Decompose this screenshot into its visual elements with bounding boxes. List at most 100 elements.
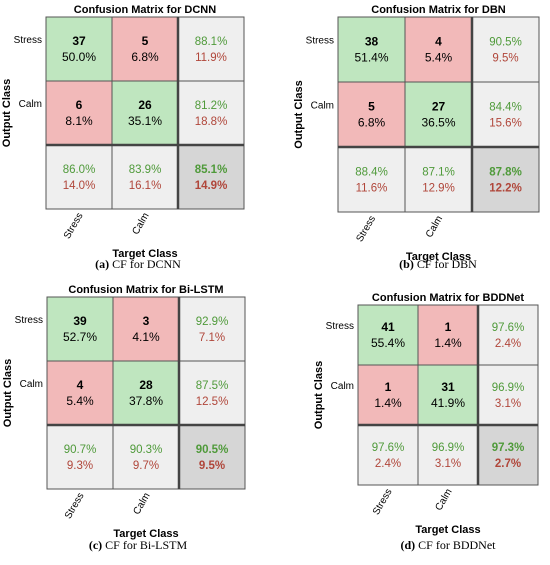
- x-axis-label: Target Class: [113, 528, 178, 540]
- cell-count: 38: [365, 35, 379, 49]
- summary-cell: [337, 146, 406, 213]
- matrix-cell: [404, 16, 473, 83]
- column-recall: 88.4%: [355, 167, 388, 179]
- matrix-cell: [46, 296, 114, 362]
- column-class-label: Stress: [354, 214, 378, 244]
- overall-accuracy: 87.8%: [489, 167, 522, 179]
- chart-title: Confusion Matrix for Bi-LSTM: [68, 284, 223, 296]
- column-recall: 96.9%: [432, 442, 465, 454]
- matrix-cell: [112, 360, 180, 426]
- summary-cell: [177, 80, 245, 146]
- cell-percent: 5.4%: [425, 51, 453, 65]
- summary-cell: [471, 16, 540, 83]
- chart-title: Confusion Matrix for DCNN: [74, 4, 216, 16]
- matrix-cell: [111, 80, 179, 146]
- overall-error: 12.2%: [489, 183, 522, 195]
- summary-cell: [417, 424, 479, 486]
- confusion-matrix-panel-2: Confusion Matrix for DBN 38 51.4% 4 5.4% 5 6.8…: [293, 4, 540, 271]
- cell-percent: 36.5%: [421, 116, 455, 130]
- figure-caption: (d) CF for BDDNet: [400, 538, 496, 552]
- overall-accuracy-cell: [177, 144, 245, 210]
- row-precision: 96.9%: [492, 382, 525, 394]
- row-error: 11.9%: [195, 52, 227, 64]
- column-recall: 86.0%: [63, 164, 96, 176]
- column-class-label: Stress: [371, 487, 395, 517]
- column-recall: 90.3%: [130, 444, 163, 456]
- matrix-cell: [417, 364, 479, 426]
- column-recall: 90.7%: [64, 444, 97, 456]
- row-error: 7.1%: [199, 332, 225, 344]
- column-recall: 83.9%: [129, 164, 162, 176]
- cell-percent: 37.8%: [129, 394, 163, 408]
- cell-percent: 51.4%: [354, 51, 388, 65]
- overall-accuracy-cell: [178, 424, 246, 490]
- cell-count: 41: [381, 320, 395, 334]
- matrix-cell: [111, 16, 179, 82]
- cell-percent: 6.8%: [131, 50, 159, 64]
- column-class-label: Calm: [424, 214, 445, 240]
- cell-percent: 6.8%: [358, 116, 386, 130]
- cell-percent: 41.9%: [431, 396, 465, 410]
- column-error: 9.7%: [133, 460, 159, 472]
- caption-label: (b): [399, 257, 414, 271]
- caption-text: CF for BDDNet: [418, 538, 496, 552]
- figure-caption: (a) CF for DCNN: [95, 257, 181, 271]
- cell-count: 37: [72, 34, 86, 48]
- overall-error: 2.7%: [495, 458, 521, 470]
- summary-cell: [471, 81, 540, 148]
- matrix-cell: [337, 81, 406, 148]
- chart-title: Confusion Matrix for DBN: [371, 4, 505, 16]
- column-error: 11.6%: [356, 183, 388, 195]
- cell-percent: 1.4%: [374, 396, 402, 410]
- cell-count: 26: [138, 98, 152, 112]
- column-error: 12.9%: [422, 183, 455, 195]
- row-error: 9.5%: [492, 53, 518, 65]
- y-axis-label: Output Class: [313, 361, 325, 429]
- matrix-cell: [46, 360, 114, 426]
- matrix-cell: [404, 81, 473, 148]
- row-class-label: Stress: [15, 315, 43, 326]
- cell-percent: 5.4%: [66, 394, 94, 408]
- column-class-label: Calm: [131, 491, 152, 517]
- caption-label: (d): [400, 538, 415, 552]
- row-error: 18.8%: [195, 116, 228, 128]
- row-class-label: Calm: [331, 381, 354, 392]
- column-class-label: Calm: [433, 487, 454, 513]
- column-error: 2.4%: [375, 458, 401, 470]
- overall-error: 9.5%: [199, 460, 225, 472]
- caption-text: CF for DBN: [417, 257, 477, 271]
- confusion-matrix-panel-3: Confusion Matrix for Bi-LSTM 39 52.7% 3 4.1%…: [2, 284, 246, 552]
- row-precision: 84.4%: [489, 102, 522, 114]
- confusion-matrix-panel-4: Confusion Matrix for BDDNet 41 55.4% 1 1.4% 1…: [313, 292, 539, 552]
- cell-percent: 55.4%: [371, 336, 405, 350]
- caption-label: (a): [95, 257, 109, 271]
- row-precision: 97.6%: [492, 322, 525, 334]
- summary-cell: [178, 296, 246, 362]
- caption-label: (c): [89, 538, 102, 552]
- summary-cell: [357, 424, 419, 486]
- overall-accuracy: 97.3%: [492, 442, 525, 454]
- matrix-cell: [357, 304, 419, 366]
- x-axis-label: Target Class: [112, 248, 177, 260]
- row-precision: 92.9%: [196, 316, 229, 328]
- summary-cell: [177, 16, 245, 82]
- matrix-cell: [357, 364, 419, 426]
- summary-cell: [178, 360, 246, 426]
- overall-accuracy: 85.1%: [195, 164, 228, 176]
- row-precision: 87.5%: [196, 380, 229, 392]
- cell-count: 6: [76, 98, 83, 112]
- overall-accuracy-cell: [477, 424, 539, 486]
- figure-caption: (b) CF for DBN: [399, 257, 477, 271]
- y-axis-label: Output Class: [1, 79, 13, 147]
- y-axis-label: Output Class: [2, 359, 14, 427]
- overall-accuracy: 90.5%: [196, 444, 229, 456]
- row-error: 15.6%: [489, 118, 522, 130]
- column-class-label: Stress: [63, 491, 87, 521]
- cell-count: 28: [139, 378, 153, 392]
- overall-error: 14.9%: [195, 180, 228, 192]
- summary-cell: [477, 304, 539, 366]
- summary-cell: [404, 146, 473, 213]
- chart-title: Confusion Matrix for BDDNet: [372, 292, 525, 304]
- figure-caption: (c) CF for Bi-LSTM: [89, 538, 188, 552]
- column-error: 9.3%: [67, 460, 93, 472]
